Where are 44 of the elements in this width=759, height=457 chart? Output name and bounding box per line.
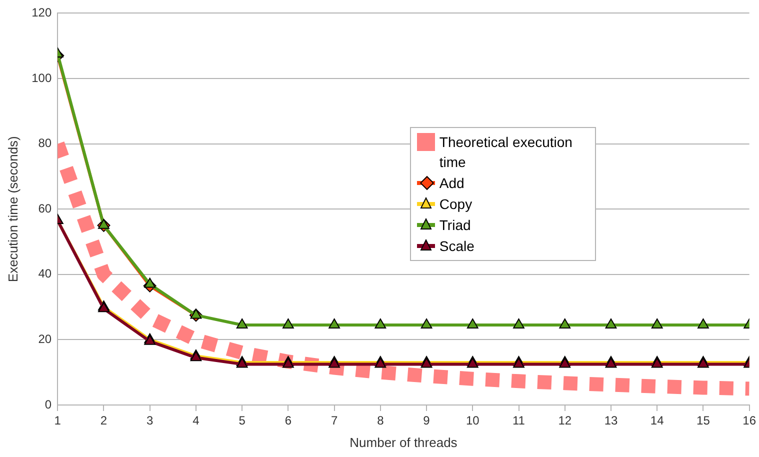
point xyxy=(144,278,156,288)
x-tick-label: 5 xyxy=(238,414,246,428)
x-tick-label: 3 xyxy=(146,414,154,428)
x-tick-label: 12 xyxy=(558,414,572,428)
x-tick-label: 7 xyxy=(330,414,338,428)
y-tick-label: 120 xyxy=(32,6,52,20)
point xyxy=(328,318,340,329)
legend-label: Copy xyxy=(439,194,472,214)
x-tick-label: 6 xyxy=(284,414,292,428)
point xyxy=(513,318,524,329)
legend-label: Scale xyxy=(439,236,474,256)
x-tick-label: 4 xyxy=(192,414,200,428)
point xyxy=(698,318,709,329)
y-tick-label: 60 xyxy=(38,201,52,216)
x-tick-label: 13 xyxy=(604,414,618,428)
point xyxy=(98,218,110,229)
x-tick-label: 16 xyxy=(742,414,756,428)
point xyxy=(282,318,294,329)
x-tick-label: 2 xyxy=(100,414,108,428)
x-tick-label: 8 xyxy=(377,414,384,428)
y-tick-label: 0 xyxy=(44,397,52,412)
x-tick-label: 11 xyxy=(512,414,526,428)
legend-label: Triad xyxy=(439,216,471,235)
point xyxy=(605,318,617,329)
point xyxy=(651,318,663,329)
point xyxy=(374,318,386,329)
point xyxy=(190,308,202,319)
x-tick-label: 10 xyxy=(466,414,480,428)
point xyxy=(236,318,248,329)
x-tick-label: 1 xyxy=(54,414,62,428)
point xyxy=(559,318,571,329)
x-axis-title: Number of threads xyxy=(350,434,458,450)
point xyxy=(466,318,478,329)
legend-label: Theoretical execution time xyxy=(439,132,574,172)
y-axis-title: Execution time (seconds) xyxy=(5,136,20,282)
y-tick-label: 100 xyxy=(32,70,52,85)
y-tick-label: 40 xyxy=(38,266,52,281)
y-tick-label: 80 xyxy=(38,136,52,150)
point xyxy=(420,318,432,329)
x-tick-label: 14 xyxy=(650,414,664,428)
x-tick-label: 9 xyxy=(423,414,430,428)
legend-label: Add xyxy=(439,174,464,193)
x-tick-label: 15 xyxy=(696,414,710,428)
y-tick-label: 20 xyxy=(38,332,52,346)
